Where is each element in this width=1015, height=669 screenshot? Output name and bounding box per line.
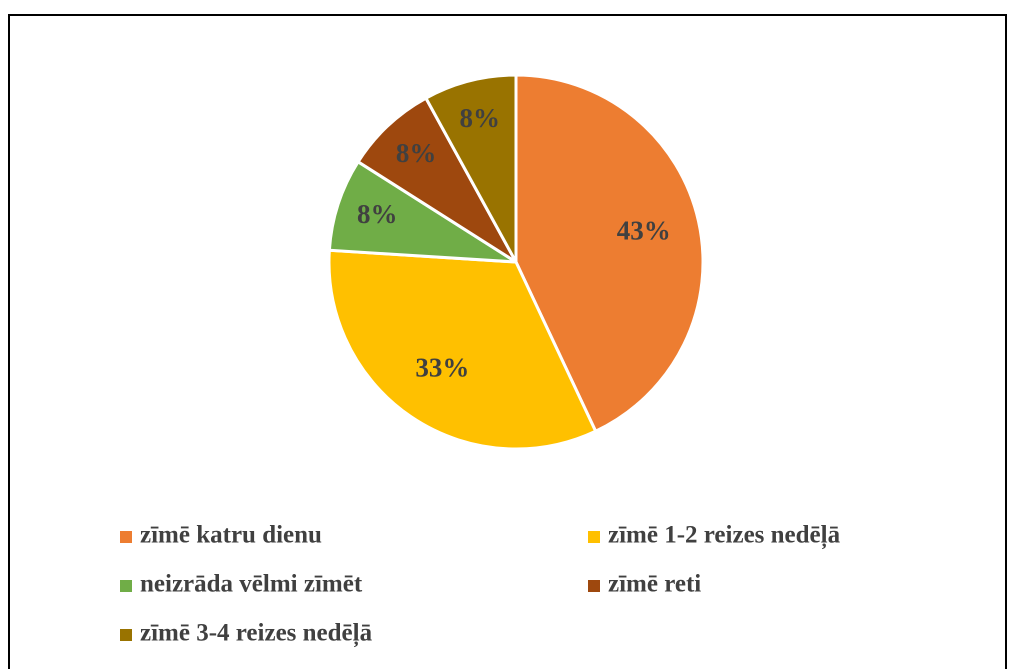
legend-swatch	[120, 531, 132, 543]
pie-slice	[327, 248, 598, 451]
pie-slice	[423, 73, 518, 263]
legend-label: zīmē katru dienu	[140, 522, 322, 549]
data-label: 8%	[396, 138, 437, 168]
legend-label: zīmē reti	[608, 571, 701, 598]
data-label: 8%	[357, 199, 398, 229]
pie-slice	[514, 73, 705, 434]
data-label: 43%	[617, 216, 671, 246]
legend-swatch	[120, 629, 132, 641]
data-label: 33%	[415, 352, 469, 382]
legend-swatch	[588, 580, 600, 592]
pie-slice	[327, 159, 517, 264]
data-label: 8%	[459, 103, 500, 133]
legend-label: zīmē 3-4 reizes nedēļā	[140, 620, 373, 648]
legend-label: zīmē 1-2 reizes nedēļā	[608, 522, 841, 550]
legend-label: neizrāda vēlmi zīmēt	[140, 571, 363, 598]
pie-slice	[356, 96, 518, 264]
legend-swatch	[588, 531, 600, 543]
legend-swatch	[120, 580, 132, 592]
